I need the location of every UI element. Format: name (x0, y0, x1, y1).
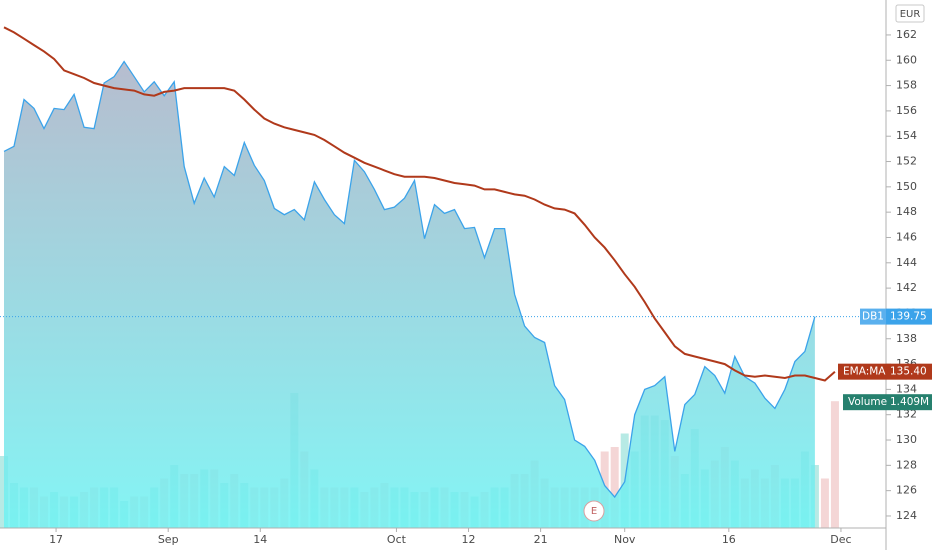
y-tick-label: 138 (896, 332, 917, 345)
y-tick-label: 126 (896, 484, 917, 497)
currency: EUR (900, 9, 921, 20)
y-tick-label: 134 (896, 382, 917, 395)
price-tag-bg (886, 308, 932, 325)
x-tick-label: Oct (387, 533, 407, 546)
ema-tag-value: 135.40 (890, 366, 927, 378)
y-tick-label: 144 (896, 256, 917, 269)
ema-tag-bg (838, 363, 932, 380)
y-tick-label: 152 (896, 155, 917, 168)
y-tick-label: 130 (896, 433, 917, 446)
x-tick-label: Dec (830, 533, 851, 546)
price-tag-value: 139.75 (890, 311, 927, 323)
volume-tag-name: Volume (848, 396, 887, 408)
y-tick-label: 148 (896, 205, 917, 218)
ema-tag-name: EMA:MA (843, 366, 886, 378)
volume-tag-bg (843, 394, 932, 411)
price-line (3, 60, 816, 499)
y-tick-label: 156 (896, 104, 917, 117)
y-tick-label: 158 (896, 79, 917, 92)
y-tick-label: 132 (896, 408, 917, 421)
axis-layer: 1241261281301321341361381401421441461481… (49, 28, 932, 546)
y-tick-label: 160 (896, 53, 917, 66)
volume-bar (830, 401, 839, 528)
volume-bar (810, 465, 819, 528)
y-tick-label: 162 (896, 28, 917, 41)
y-tick-label: 124 (896, 509, 917, 522)
x-tick-label: 14 (253, 533, 267, 546)
volume-bar (820, 478, 829, 528)
x-tick-label: Sep (158, 533, 179, 546)
currency-box (895, 4, 925, 23)
earnings-marker[interactable] (583, 500, 605, 522)
x-tick-label: Nov (614, 533, 636, 546)
y-tick-label: 146 (896, 230, 917, 243)
x-tick-label: 21 (534, 533, 548, 546)
y-tick-label: 150 (896, 180, 917, 193)
volume-bar (610, 447, 619, 528)
price-tag-name-bg (860, 308, 886, 325)
price-tag-name: DB1 (862, 311, 884, 323)
y-tick-label: 128 (896, 458, 917, 471)
price-layer (0, 26, 886, 528)
x-tick-label: 17 (49, 533, 63, 546)
y-tick-label: 142 (896, 281, 917, 294)
y-tick-label: 154 (896, 129, 917, 142)
earnings-label[interactable]: E (591, 506, 597, 517)
ema-line (3, 26, 836, 382)
volume-tag-value: 1.409M (890, 396, 929, 408)
x-tick-label: 12 (462, 533, 476, 546)
x-tick-label: 16 (722, 533, 736, 546)
price-area (4, 61, 815, 528)
